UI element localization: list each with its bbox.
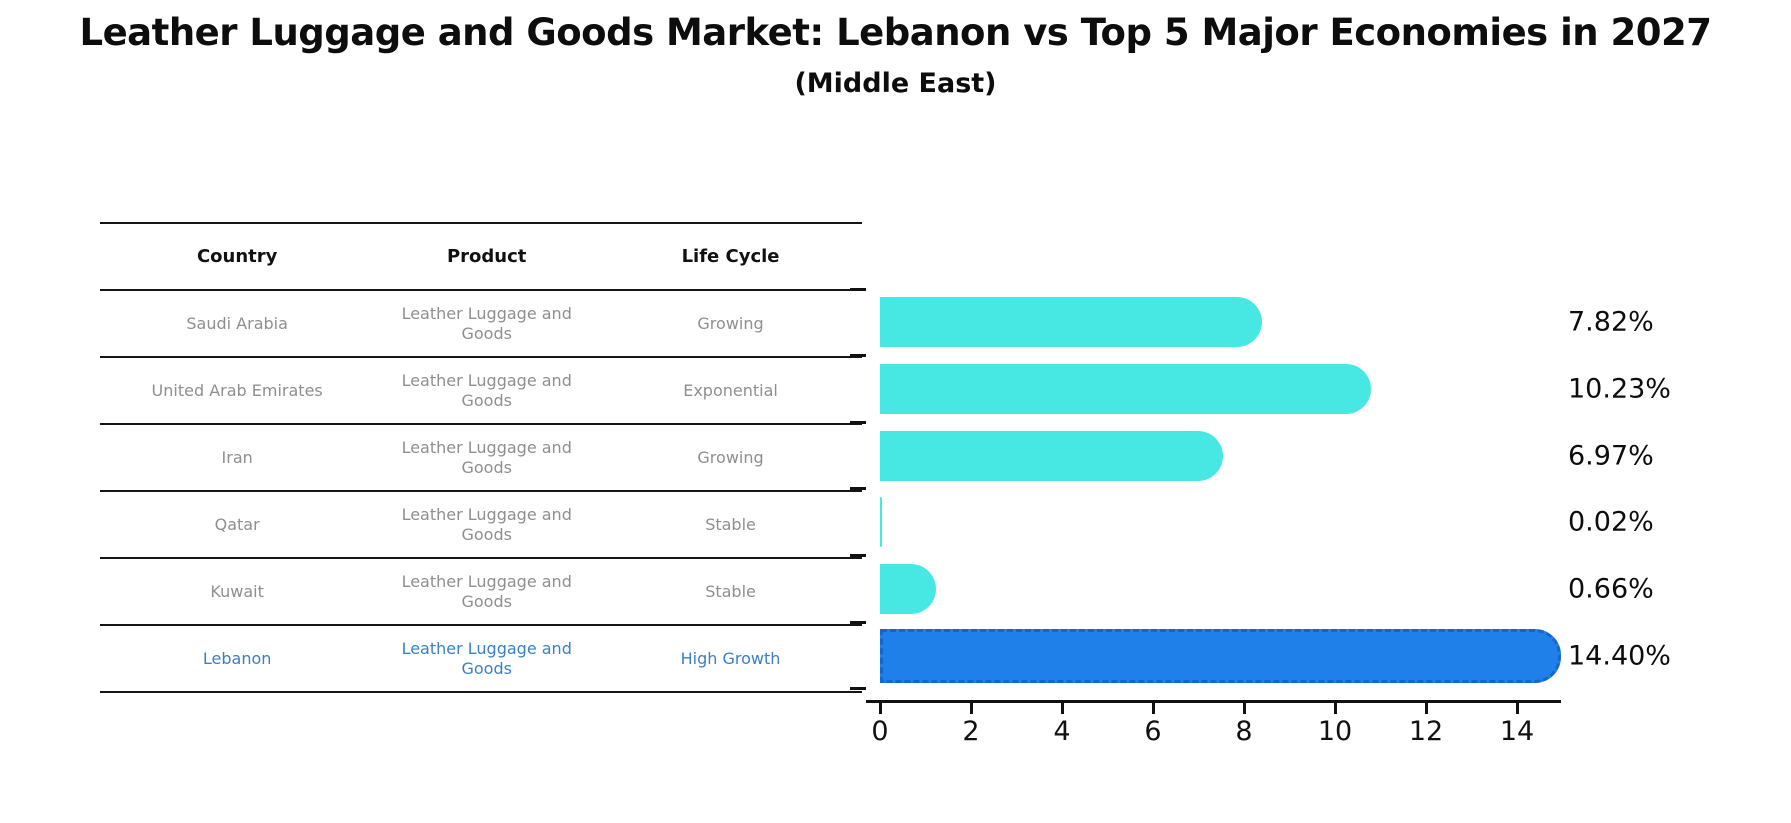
cell-life-cycle: Growing [697, 447, 764, 467]
x-axis-tick-label: 14 [1499, 716, 1535, 747]
comparison-table: Country Product Life Cycle Saudi Arabia … [100, 222, 862, 693]
cell-country: Iran [221, 447, 253, 467]
bar-chart: 7.82% 10.23% 6.97% 0.02% 0.66% 14.40% 0 2 4 6 8 10 1… [850, 222, 1671, 762]
bar-value-label: 0.02% [1568, 506, 1654, 538]
x-axis-tick [1333, 703, 1337, 714]
column-header-life-cycle: Life Cycle [681, 245, 780, 267]
x-axis-line [866, 700, 1561, 703]
cell-product: Leather Luggage and Goods [401, 572, 572, 611]
bar-kuwait [880, 563, 937, 614]
y-axis-tick [850, 554, 866, 558]
x-axis-tick [878, 703, 882, 714]
x-axis-tick-label: 0 [871, 716, 889, 747]
y-axis-tick [850, 287, 866, 291]
x-axis-tick [1060, 703, 1064, 714]
x-axis-tick [969, 703, 973, 714]
y-axis-tick [850, 420, 866, 424]
table-row: Lebanon Leather Luggage and Goods High G… [100, 626, 862, 693]
x-axis-tick-label: 8 [1235, 716, 1253, 747]
bar-qatar [880, 497, 882, 548]
bar-lebanon [880, 628, 1562, 683]
y-axis-tick [850, 487, 866, 491]
bar-value-label: 14.40% [1568, 640, 1671, 672]
y-axis-tick [850, 354, 866, 358]
x-axis-tick-label: 12 [1408, 716, 1444, 747]
bar-iran [880, 430, 1224, 481]
cell-product: Leather Luggage and Goods [401, 304, 572, 343]
bar-value-label: 7.82% [1568, 306, 1654, 338]
x-axis-tick-label: 10 [1317, 716, 1353, 747]
cell-country: Saudi Arabia [186, 313, 288, 333]
table-row: Saudi Arabia Leather Luggage and Goods G… [100, 291, 862, 358]
table-row: United Arab Emirates Leather Luggage and… [100, 358, 862, 425]
cell-product: Leather Luggage and Goods [401, 639, 572, 678]
cell-life-cycle: Growing [697, 313, 764, 333]
cell-life-cycle: High Growth [680, 648, 781, 668]
table-header-row: Country Product Life Cycle [100, 224, 862, 291]
cell-life-cycle: Exponential [683, 380, 778, 400]
x-axis-tick-label: 2 [962, 716, 980, 747]
cell-country: Qatar [214, 514, 260, 534]
cell-product: Leather Luggage and Goods [401, 371, 572, 410]
cell-life-cycle: Stable [705, 514, 756, 534]
table-row: Iran Leather Luggage and Goods Growing [100, 425, 862, 492]
y-axis-tick [850, 687, 866, 691]
chart-subtitle: (Middle East) [794, 68, 997, 99]
cell-product: Leather Luggage and Goods [401, 505, 572, 544]
y-axis-tick [850, 620, 866, 624]
cell-product: Leather Luggage and Goods [401, 438, 572, 477]
x-axis-tick [1515, 703, 1519, 714]
bar-saudi-arabia [880, 297, 1262, 348]
cell-country: United Arab Emirates [151, 380, 323, 400]
x-axis-tick [1242, 703, 1246, 714]
cell-country: Lebanon [202, 648, 272, 668]
bar-value-label: 0.66% [1568, 573, 1654, 605]
cell-life-cycle: Stable [705, 581, 756, 601]
bar-value-label: 6.97% [1568, 440, 1654, 472]
x-axis-tick-label: 6 [1144, 716, 1162, 747]
table-row: Qatar Leather Luggage and Goods Stable [100, 492, 862, 559]
bar-united-arab-emirates [880, 363, 1372, 414]
x-axis-tick [1151, 703, 1155, 714]
bar-value-label: 10.23% [1568, 373, 1671, 405]
column-header-country: Country [196, 245, 278, 267]
column-header-product: Product [446, 245, 527, 267]
x-axis-tick-label: 4 [1053, 716, 1071, 747]
chart-title: Leather Luggage and Goods Market: Lebano… [79, 11, 1712, 54]
x-axis-tick [1424, 703, 1428, 714]
cell-country: Kuwait [210, 581, 264, 601]
table-row: Kuwait Leather Luggage and Goods Stable [100, 559, 862, 626]
